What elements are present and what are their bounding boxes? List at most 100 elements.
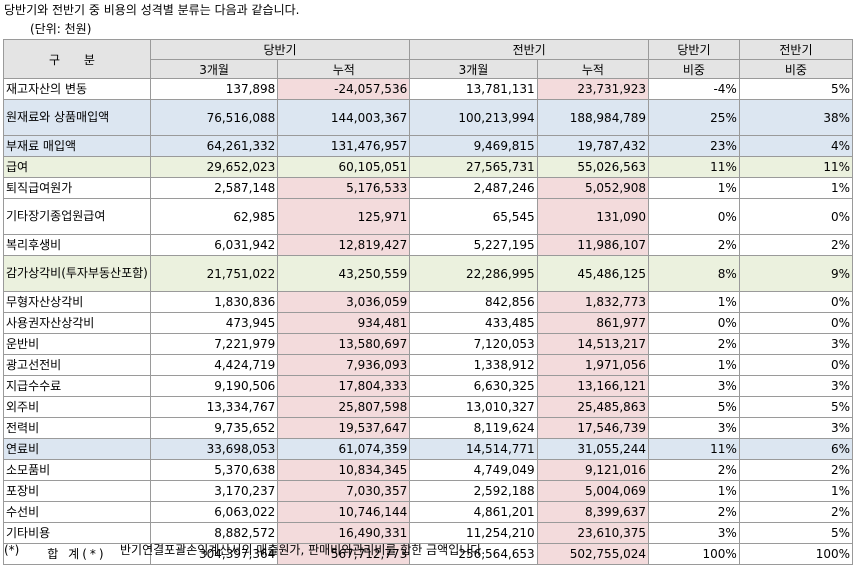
current-cum: 61,074,359 [277,438,411,460]
row-label: 수선비 [3,501,151,523]
table-row: 재고자산의 변동 137,898 -24,057,536 13,781,131 … [3,78,853,100]
previous-cum: 502,755,024 [536,543,650,565]
current-3m: 64,261,332 [149,135,279,157]
previous-cum: 9,121,016 [536,459,650,481]
current-3m: 76,516,088 [149,99,279,136]
previous-cum: 1,832,773 [536,291,650,313]
header-previous-3m: 3개월 [409,59,538,79]
previous-share: 5% [738,78,853,100]
previous-3m: 6,630,325 [409,375,538,397]
current-cum: 17,804,333 [277,375,411,397]
intro-text: 당반기와 전반기 중 비용의 성격별 분류는 다음과 같습니다. [4,3,300,17]
current-3m: 1,830,836 [149,291,279,313]
row-label: 지급수수료 [3,375,151,397]
current-3m: 5,370,638 [149,459,279,481]
row-label: 무형자산상각비 [3,291,151,313]
footnote-mark: (*) [4,543,20,557]
table-row: 원재료와 상품매입액 76,516,088 144,003,367 100,21… [3,99,853,136]
row-label: 운반비 [3,333,151,355]
previous-cum: 17,546,739 [536,417,650,439]
previous-cum: 25,485,863 [536,396,650,418]
previous-cum: 188,984,789 [536,99,650,136]
current-3m: 473,945 [149,312,279,334]
previous-share: 3% [738,375,853,397]
previous-cum: 19,787,432 [536,135,650,157]
previous-3m: 65,545 [409,198,538,235]
current-cum: 3,036,059 [277,291,411,313]
row-label: 퇴직급여원가 [3,177,151,199]
table-row: 소모품비 5,370,638 10,834,345 4,749,049 9,12… [3,459,853,481]
current-3m: 2,587,148 [149,177,279,199]
previous-share: 0% [738,198,853,235]
current-share: 2% [648,459,740,481]
header-previous-cum: 누적 [536,59,650,79]
previous-share: 5% [738,522,853,544]
previous-share: 0% [738,354,853,376]
header-previous: 전반기 [409,39,650,60]
previous-share: 2% [738,234,853,256]
current-share: 2% [648,501,740,523]
row-label: 부재료 매입액 [3,135,151,157]
previous-cum: 1,971,056 [536,354,650,376]
current-share: 23% [648,135,740,157]
current-share: 11% [648,156,740,178]
previous-share: 2% [738,501,853,523]
table-row: 부재료 매입액 64,261,332 131,476,957 9,469,815… [3,135,853,157]
previous-3m: 7,120,053 [409,333,538,355]
current-share: 2% [648,333,740,355]
previous-3m: 842,856 [409,291,538,313]
current-share: 0% [648,312,740,334]
previous-3m: 4,749,049 [409,459,538,481]
previous-cum: 45,486,125 [536,255,650,292]
previous-share: 3% [738,417,853,439]
current-cum: 934,481 [277,312,411,334]
current-3m: 3,170,237 [149,480,279,502]
total-row: 합 계(*) 304,397,364 567,712,773 256,564,6… [3,543,853,565]
current-cum: 144,003,367 [277,99,411,136]
previous-cum: 23,731,923 [536,78,650,100]
current-cum: 5,176,533 [277,177,411,199]
current-3m: 304,397,364 [149,543,279,565]
current-3m: 7,221,979 [149,333,279,355]
table-row: 복리후생비 6,031,942 12,819,427 5,227,195 11,… [3,234,853,256]
previous-share: 9% [738,255,853,292]
table-row: 연료비 33,698,053 61,074,359 14,514,771 31,… [3,438,853,460]
previous-cum: 31,055,244 [536,438,650,460]
previous-share: 3% [738,333,853,355]
previous-share: 0% [738,312,853,334]
current-cum: 25,807,598 [277,396,411,418]
current-cum: 7,936,093 [277,354,411,376]
current-share: 3% [648,375,740,397]
previous-3m: 2,592,188 [409,480,538,502]
header-previous-share: 전반기 [738,39,853,60]
row-label: 포장비 [3,480,151,502]
previous-cum: 55,026,563 [536,156,650,178]
previous-cum: 5,004,069 [536,480,650,502]
previous-3m: 14,514,771 [409,438,538,460]
row-label: 복리후생비 [3,234,151,256]
current-share: 25% [648,99,740,136]
table-row: 광고선전비 4,424,719 7,936,093 1,338,912 1,97… [3,354,853,376]
header-previous-share-sub: 비중 [738,59,853,79]
previous-cum: 5,052,908 [536,177,650,199]
row-label: 감가상각비(투자부동산포함) [3,255,151,292]
row-label: 원재료와 상품매입액 [3,99,151,136]
current-cum: -24,057,536 [277,78,411,100]
current-share: 1% [648,177,740,199]
current-cum: 10,834,345 [277,459,411,481]
previous-3m: 8,119,624 [409,417,538,439]
table-row: 감가상각비(투자부동산포함) 21,751,022 43,250,559 22,… [3,255,853,292]
footnote-text: 반기연결포괄손익계산서의 매출원가, 판매비와관리비를 합한 금액입니다. [120,543,486,557]
table-row: 사용권자산상각비 473,945 934,481 433,485 861,977… [3,312,853,334]
table-row: 무형자산상각비 1,830,836 3,036,059 842,856 1,83… [3,291,853,313]
header-current-3m: 3개월 [149,59,279,79]
current-3m: 6,063,022 [149,501,279,523]
previous-cum: 11,986,107 [536,234,650,256]
previous-share: 1% [738,177,853,199]
row-label: 광고선전비 [3,354,151,376]
header-category: 구 분 [3,39,151,79]
current-share: 1% [648,354,740,376]
row-label: 재고자산의 변동 [3,78,151,100]
previous-cum: 14,513,217 [536,333,650,355]
